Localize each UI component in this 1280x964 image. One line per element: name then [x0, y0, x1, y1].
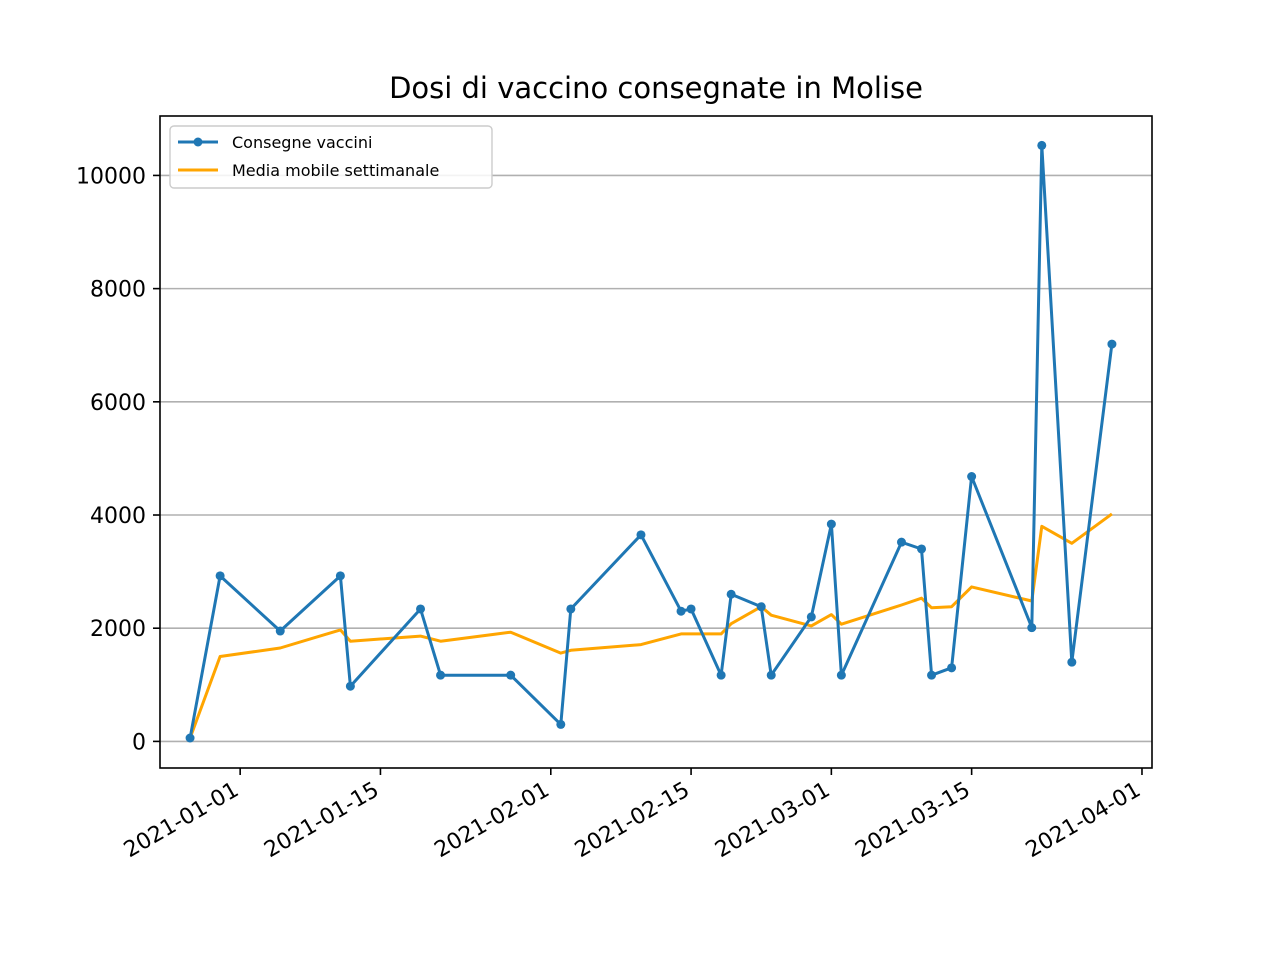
- data-point: [967, 472, 977, 482]
- legend-label-media: Media mobile settimanale: [232, 161, 439, 180]
- data-point: [436, 670, 446, 680]
- data-point: [185, 733, 195, 743]
- data-point: [726, 589, 736, 599]
- data-point: [917, 544, 927, 554]
- y-tick-label: 6000: [90, 391, 146, 416]
- legend: Consegne vaccini Media mobile settimanal…: [169, 125, 493, 189]
- y-tick-label: 2000: [90, 617, 146, 642]
- legend-marker-consegne: [193, 137, 203, 147]
- data-point: [947, 663, 957, 673]
- data-point: [275, 626, 285, 636]
- data-point: [1027, 623, 1037, 633]
- data-point: [927, 670, 937, 680]
- legend-label-consegne: Consegne vaccini: [232, 133, 372, 152]
- data-point: [566, 604, 576, 614]
- grid-lines: [160, 174, 1152, 743]
- data-point: [686, 604, 696, 614]
- data-point: [806, 612, 816, 622]
- chart-title: Dosi di vaccino consegnate in Molise: [389, 71, 923, 105]
- data-point: [1037, 140, 1047, 150]
- y-tick-label: 4000: [90, 504, 146, 529]
- plot-frame: [159, 115, 1153, 769]
- data-point: [1107, 339, 1117, 349]
- legend-box: [169, 125, 493, 189]
- data-point: [836, 670, 846, 680]
- data-point: [756, 602, 766, 612]
- data-point: [215, 571, 225, 581]
- data-point: [506, 670, 516, 680]
- data-point: [896, 537, 906, 547]
- data-point: [826, 519, 836, 529]
- data-point: [345, 681, 355, 691]
- data-point: [716, 670, 726, 680]
- y-tick-label: 10000: [76, 164, 146, 189]
- data-point: [766, 670, 776, 680]
- data-point: [556, 719, 566, 729]
- data-point: [1067, 657, 1077, 667]
- data-point: [676, 606, 686, 616]
- y-tick-label: 8000: [90, 278, 146, 303]
- data-point: [636, 530, 646, 540]
- data-point: [416, 604, 426, 614]
- series-layer: [185, 140, 1117, 743]
- y-tick-label: 0: [132, 730, 146, 755]
- data-point: [335, 571, 345, 581]
